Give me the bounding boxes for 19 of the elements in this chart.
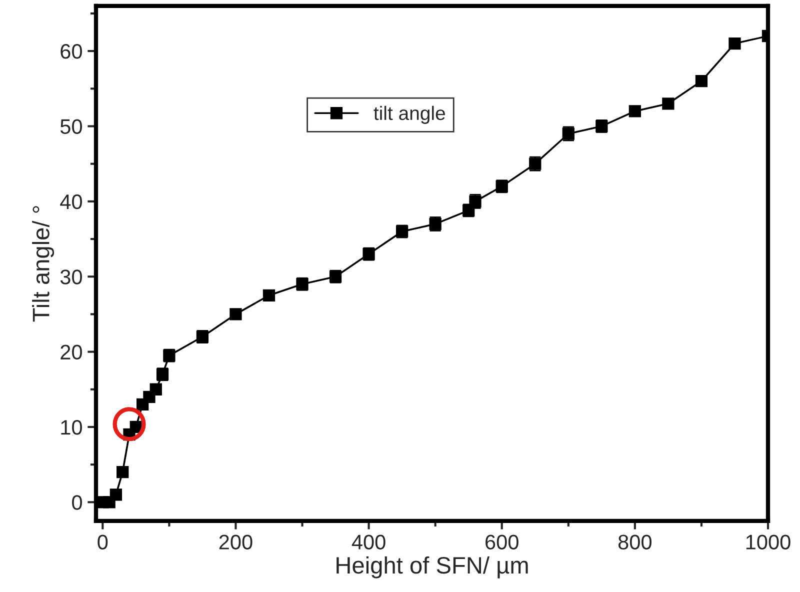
legend-label: tilt angle xyxy=(374,106,445,124)
x-tick-label: 1000 xyxy=(746,534,790,550)
point xyxy=(116,466,129,478)
y-tick-label: 0 xyxy=(72,495,82,510)
y-tick-label: 50 xyxy=(60,119,82,134)
y-tick-label: 30 xyxy=(60,270,82,284)
x-tick-label: 600 xyxy=(486,534,518,550)
point xyxy=(150,383,162,396)
x-axis-title: Height of SFN/ µm xyxy=(336,556,528,578)
x-tick-label: 800 xyxy=(618,534,652,550)
y-tick-label: 20 xyxy=(60,344,82,360)
x-tick-label: 0 xyxy=(98,534,108,550)
y-tick-label: 10 xyxy=(61,420,82,435)
x-tick-label: 200 xyxy=(219,534,252,550)
y-tick-label: 60 xyxy=(60,44,82,59)
point xyxy=(110,488,122,501)
x-tick-label: 400 xyxy=(352,534,386,550)
y-axis-title: Tilt angle/ ° xyxy=(32,206,54,322)
y-tick-label: 40 xyxy=(60,194,82,210)
